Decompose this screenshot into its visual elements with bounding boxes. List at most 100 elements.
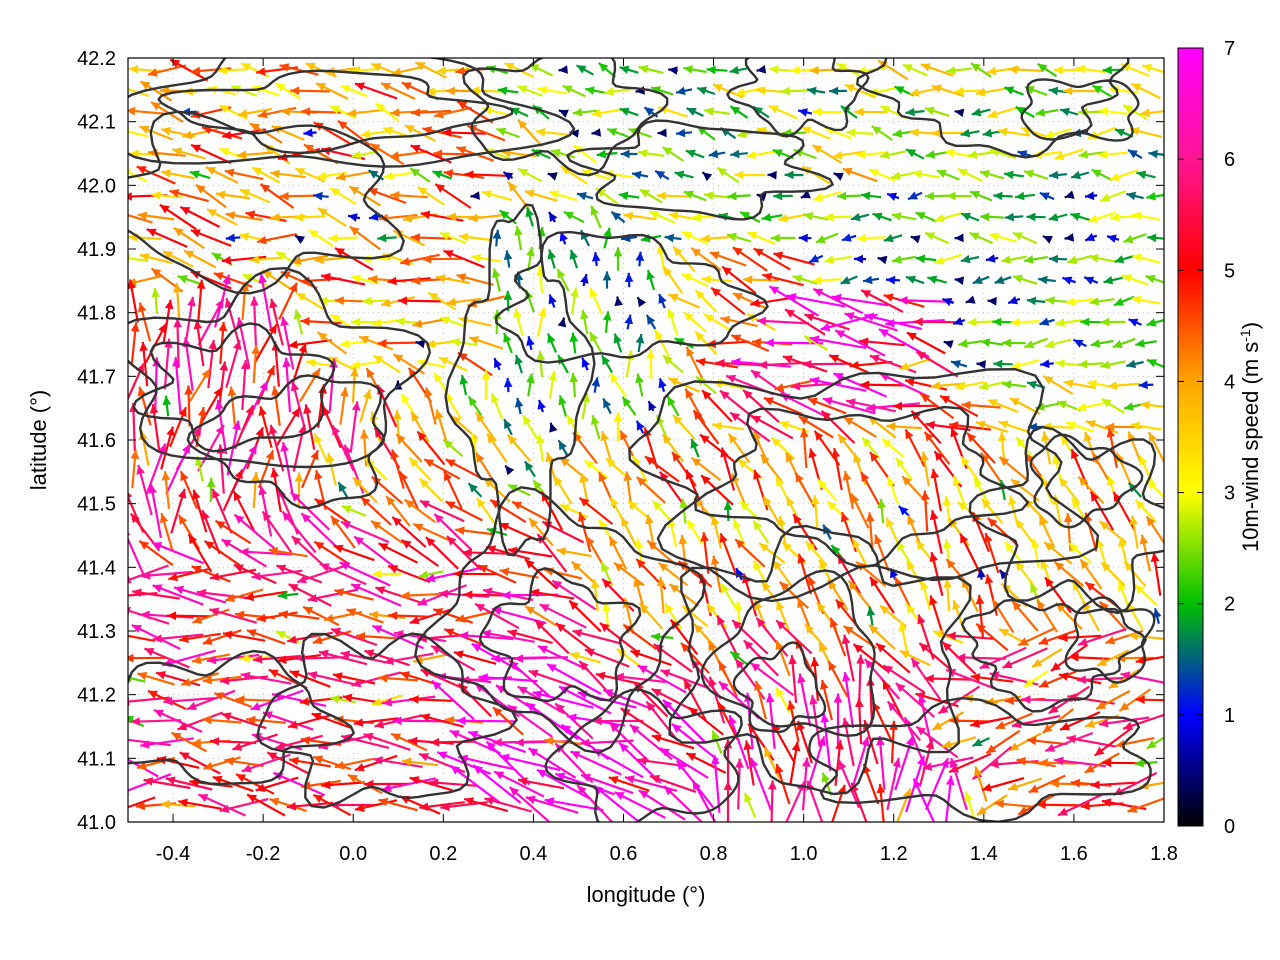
- wind-vector: [499, 567, 539, 579]
- wind-vector: [141, 570, 193, 580]
- wind-vector: [803, 212, 829, 221]
- wind-vector: [153, 708, 203, 734]
- wind-vector: [390, 732, 428, 752]
- wind-vector: [683, 311, 707, 333]
- wind-vector: [831, 293, 889, 307]
- wind-vector: [948, 421, 992, 431]
- wind-vector: [334, 757, 374, 770]
- wind-vector: [435, 409, 449, 445]
- wind-vector: [222, 630, 266, 642]
- wind-vector: [1127, 797, 1164, 813]
- wind-vector: [1091, 168, 1113, 182]
- wind-vector: [147, 64, 187, 77]
- wind-vector: [1076, 401, 1106, 412]
- wind-vector: [969, 190, 993, 202]
- wind-vector: [322, 405, 342, 449]
- x-tick-label: 1.8: [1150, 843, 1178, 865]
- wind-vector: [572, 629, 620, 645]
- wind-vector: [770, 233, 796, 243]
- wind-vector: [732, 518, 746, 546]
- wind-vector: [600, 354, 614, 374]
- wind-vector: [562, 84, 586, 98]
- wind-vector: [275, 734, 323, 751]
- wind-vector: [1014, 560, 1036, 588]
- wind-vector: [569, 332, 579, 354]
- wind-vector: [1044, 731, 1094, 753]
- wind-vector: [1094, 727, 1132, 757]
- wind-vector: [377, 338, 419, 348]
- wind-vector: [891, 255, 917, 264]
- wind-vector: [1107, 381, 1141, 390]
- wind-vector: [1076, 675, 1128, 684]
- wind-vector: [662, 699, 706, 743]
- wind-vector: [548, 190, 578, 202]
- wind-vector: [1024, 255, 1048, 264]
- wind-vector: [503, 332, 513, 354]
- wind-vector: [326, 452, 337, 486]
- wind-vector: [318, 735, 368, 750]
- wind-vector: [837, 759, 861, 809]
- wind-vector: [281, 510, 317, 554]
- wind-vector: [224, 588, 264, 603]
- wind-vector: [397, 296, 443, 306]
- wind-vector: [920, 451, 930, 487]
- wind-vector: [217, 66, 249, 75]
- wind-vector: [699, 433, 735, 463]
- wind-vector: [524, 189, 558, 202]
- wind-vector: [139, 430, 150, 466]
- wind-vector: [271, 386, 281, 426]
- wind-vector: [871, 125, 893, 141]
- wind-vector: [287, 713, 333, 729]
- wind-vector: [1012, 231, 1038, 245]
- wind-vector: [797, 108, 813, 117]
- wind-vector: [527, 747, 577, 779]
- wind-vector: [905, 560, 925, 588]
- wind-vector: [979, 169, 1005, 180]
- wind-vector: [410, 108, 452, 117]
- wind-vector: [209, 607, 257, 624]
- wind-vector: [209, 737, 257, 746]
- wind-vector: [993, 191, 1013, 201]
- wind-vector: [668, 211, 700, 221]
- wind-vector: [389, 150, 429, 160]
- wind-vector: [668, 66, 678, 75]
- wind-vector: [136, 165, 176, 185]
- wind-vector: [859, 337, 905, 347]
- wind-vector: [1147, 431, 1164, 465]
- wind-vector: [329, 187, 357, 205]
- wind-vector: [1135, 655, 1164, 665]
- wind-vector: [577, 511, 592, 553]
- wind-vector: [885, 275, 901, 285]
- wind-vector: [881, 679, 905, 721]
- wind-vector: [750, 296, 794, 308]
- wind-vector: [196, 279, 206, 323]
- wind-vector: [960, 254, 980, 264]
- wind-vector: [765, 693, 776, 749]
- wind-vector: [886, 757, 901, 811]
- wind-vector: [235, 695, 275, 704]
- wind-vector: [1044, 127, 1072, 139]
- wind-vector: [861, 436, 881, 460]
- wind-vector: [1073, 338, 1087, 348]
- wind-vector: [964, 791, 976, 819]
- wind-vector: [960, 455, 980, 483]
- wind-vector: [335, 170, 373, 181]
- wind-vector: [192, 489, 208, 533]
- wind-vector: [548, 294, 557, 308]
- wind-vector: [225, 340, 242, 388]
- wind-vector: [760, 453, 784, 485]
- wind-vector: [918, 739, 934, 787]
- wind-vector: [484, 796, 532, 813]
- y-tick-label: 41.0: [77, 812, 116, 834]
- wind-vector: [975, 420, 1009, 433]
- wind-vector: [1076, 64, 1106, 74]
- wind-vector: [801, 126, 831, 140]
- wind-vector: [792, 274, 818, 285]
- wind-vector: [910, 409, 942, 445]
- wind-vector: [300, 512, 342, 552]
- wind-vector: [240, 360, 250, 410]
- wind-vector: [546, 663, 602, 695]
- wind-vector: [943, 578, 952, 612]
- wind-vector: [608, 776, 650, 792]
- wind-vector: [199, 386, 223, 426]
